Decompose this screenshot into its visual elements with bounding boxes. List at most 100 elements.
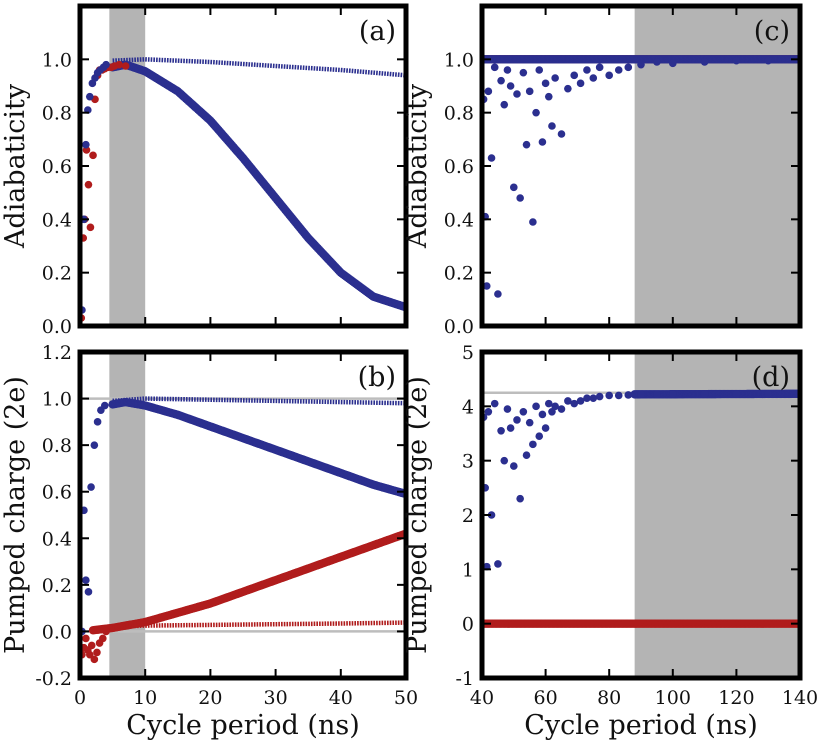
x-tick-label: 20 <box>198 687 222 709</box>
data-point <box>99 634 107 643</box>
series-blue-solid <box>108 60 406 312</box>
data-point <box>637 390 645 399</box>
data-point <box>732 390 741 398</box>
data-point <box>121 62 130 70</box>
x-tick-label: 50 <box>394 687 418 709</box>
data-point <box>115 60 123 69</box>
data-point <box>605 71 613 80</box>
plot-area <box>80 6 406 326</box>
series-blue-scatter <box>80 401 109 636</box>
panel-b: 0 10 20 30 40 50 -0.2 0.0 0.2 0.4 0.6 0.8 1.0 1.2 (b) C… <box>0 342 418 740</box>
data-point <box>519 68 528 77</box>
y-tick-label: 0.0 <box>42 316 72 338</box>
x-tick-label: 40 <box>329 687 353 709</box>
data-point <box>510 183 518 192</box>
y-tick-label: 1.2 <box>42 342 72 364</box>
data-point <box>516 194 524 202</box>
data-point <box>506 82 515 90</box>
data-point <box>541 79 550 88</box>
data-point <box>557 130 566 138</box>
data-point <box>637 60 645 69</box>
data-point <box>90 655 99 664</box>
data-point <box>85 650 94 659</box>
data-point <box>548 122 556 130</box>
data-point <box>490 399 499 408</box>
panel-label: (c) <box>754 16 790 47</box>
plot-area <box>482 352 800 678</box>
panel-d: 40 60 80 100 120 140 -1 0 1 2 3 4 5 (d) Cycle period (… <box>402 342 818 740</box>
shaded-region <box>109 6 146 326</box>
x-tick-label: 100 <box>655 687 691 709</box>
data-point <box>624 63 633 72</box>
y-tick-label: 0.8 <box>42 103 72 125</box>
y-tick-label: 1.0 <box>42 49 72 71</box>
data-point <box>494 290 502 298</box>
y-tick-label: 0.2 <box>42 575 72 597</box>
series-blue-solid <box>108 397 406 499</box>
data-point <box>538 138 547 146</box>
data-point <box>583 394 591 402</box>
y-tick-label: 1 <box>462 559 474 581</box>
data-point <box>494 560 502 568</box>
x-axis-label: Cycle period (ns) <box>126 710 359 740</box>
panel-label: (d) <box>752 362 790 393</box>
data-point <box>487 154 496 162</box>
y-tick-label: -0.2 <box>35 668 72 690</box>
data-point <box>497 76 505 85</box>
data-point <box>595 63 604 72</box>
data-point <box>570 71 579 80</box>
y-tick-label: 4 <box>462 396 474 418</box>
panel-c: 0.0 0.2 0.4 0.6 0.8 1.0 (c) Adiabaticity <box>402 3 803 338</box>
data-point <box>525 87 534 96</box>
data-point <box>90 441 99 449</box>
data-point <box>541 424 550 432</box>
panel-label: (a) <box>359 16 396 47</box>
x-tick-label: 10 <box>133 687 157 709</box>
data-point <box>764 56 772 65</box>
data-point <box>93 418 102 426</box>
data-point <box>89 151 97 160</box>
y-axis-label: Adiabaticity <box>0 83 31 249</box>
data-point <box>732 56 741 65</box>
data-point <box>535 432 544 441</box>
data-point <box>544 399 553 408</box>
y-tick-label: 3 <box>462 451 474 473</box>
x-tick-label: 60 <box>534 687 558 709</box>
y-tick-label: 5 <box>462 342 474 364</box>
data-point <box>576 397 585 405</box>
data-point <box>532 108 540 117</box>
y-tick-label: 0.8 <box>42 435 72 457</box>
x-tick-label: 30 <box>264 687 288 709</box>
series-blue-scatter <box>80 60 110 314</box>
series-blue-dashed <box>112 57 406 78</box>
data-point <box>500 456 509 465</box>
data-point <box>595 392 604 401</box>
data-point <box>589 394 598 402</box>
x-tick-label: 40 <box>470 687 494 709</box>
data-point <box>82 140 90 149</box>
y-axis-label: Adiabaticity <box>402 83 433 249</box>
y-tick-label: 0.4 <box>42 209 72 231</box>
y-tick-label: 0.4 <box>42 528 72 550</box>
data-point <box>564 397 572 405</box>
data-point <box>669 59 677 68</box>
data-point <box>522 451 531 460</box>
series-blue-scatter <box>482 56 772 298</box>
data-point <box>84 180 93 189</box>
y-axis-label: Pumped charge (2e) <box>402 376 433 654</box>
series-blue-dashed <box>112 396 405 406</box>
series-red-line <box>482 619 800 628</box>
series-blue-line <box>482 55 800 64</box>
data-point <box>653 390 661 399</box>
y-axis-label: Pumped charge (2e) <box>0 376 31 654</box>
y-tick-label: 0.0 <box>42 621 72 643</box>
data-point <box>93 648 101 657</box>
data-point <box>513 416 521 424</box>
y-tick-label: -1 <box>455 668 474 690</box>
y-tick-label: 1.0 <box>444 49 474 71</box>
axes-frame <box>77 349 409 681</box>
data-point <box>570 399 579 408</box>
data-point <box>82 634 90 643</box>
data-point <box>700 58 709 66</box>
data-point <box>564 84 572 93</box>
